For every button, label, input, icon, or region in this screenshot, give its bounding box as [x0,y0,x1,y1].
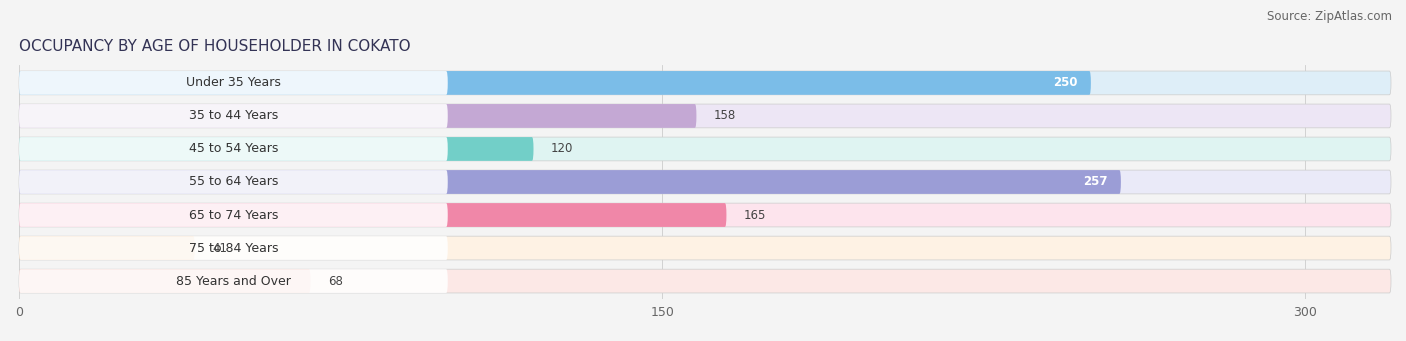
Text: 120: 120 [551,143,574,155]
Text: 165: 165 [744,209,766,222]
Text: 75 to 84 Years: 75 to 84 Years [188,241,278,254]
FancyBboxPatch shape [20,104,1391,128]
FancyBboxPatch shape [20,170,1121,194]
FancyBboxPatch shape [20,104,696,128]
FancyBboxPatch shape [20,137,1391,161]
FancyBboxPatch shape [20,203,1391,227]
FancyBboxPatch shape [20,137,533,161]
FancyBboxPatch shape [20,137,447,161]
Text: Under 35 Years: Under 35 Years [186,76,281,89]
FancyBboxPatch shape [20,236,195,260]
Text: 257: 257 [1084,176,1108,189]
FancyBboxPatch shape [20,269,311,293]
Text: 35 to 44 Years: 35 to 44 Years [188,109,278,122]
FancyBboxPatch shape [20,71,1091,95]
Text: Source: ZipAtlas.com: Source: ZipAtlas.com [1267,10,1392,23]
FancyBboxPatch shape [20,71,1391,95]
FancyBboxPatch shape [20,269,1391,293]
Text: OCCUPANCY BY AGE OF HOUSEHOLDER IN COKATO: OCCUPANCY BY AGE OF HOUSEHOLDER IN COKAT… [20,39,411,54]
FancyBboxPatch shape [20,203,727,227]
Text: 85 Years and Over: 85 Years and Over [176,275,291,287]
FancyBboxPatch shape [20,269,447,293]
FancyBboxPatch shape [20,170,447,194]
Text: 45 to 54 Years: 45 to 54 Years [188,143,278,155]
Text: 158: 158 [714,109,735,122]
Text: 250: 250 [1053,76,1078,89]
Text: 68: 68 [328,275,343,287]
FancyBboxPatch shape [20,236,1391,260]
Text: 65 to 74 Years: 65 to 74 Years [188,209,278,222]
FancyBboxPatch shape [20,104,447,128]
FancyBboxPatch shape [20,71,447,95]
FancyBboxPatch shape [20,203,447,227]
Text: 41: 41 [212,241,226,254]
FancyBboxPatch shape [20,170,1391,194]
Text: 55 to 64 Years: 55 to 64 Years [188,176,278,189]
FancyBboxPatch shape [20,236,447,260]
